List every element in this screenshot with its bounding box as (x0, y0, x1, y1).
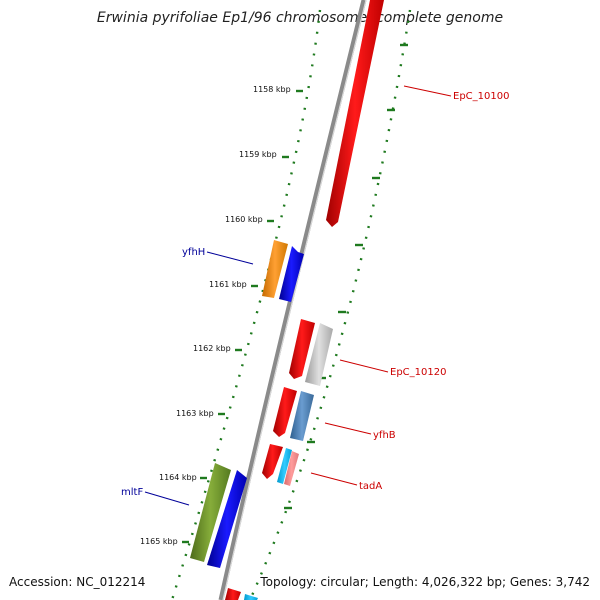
gene-red-bottom[interactable] (225, 588, 241, 600)
gene-label-tadA[interactable]: tadA (359, 481, 382, 492)
gene-red-1164[interactable] (262, 444, 283, 479)
gene-labels: EpC_10100 yfhH EpC_10120 yfhB tadA mltF (121, 91, 509, 498)
kbp-label: 1164 kbp (159, 473, 197, 482)
accession-text: Accession: NC_012214 (9, 575, 146, 589)
gene-label-EpC_10120[interactable]: EpC_10120 (390, 367, 446, 378)
gene-mltF[interactable] (190, 463, 231, 562)
kbp-label: 1158 kbp (253, 85, 291, 94)
callout-lines (144, 85, 452, 506)
gene-label-mltF[interactable]: mltF (121, 487, 143, 498)
gene-yfhB[interactable] (290, 391, 314, 441)
gc-track-outer (248, 9, 412, 600)
gc-track-inner (170, 9, 322, 600)
gene-EpC_10120[interactable] (305, 323, 333, 386)
gene-EpC_10100[interactable] (326, 0, 384, 227)
kbp-label: 1160 kbp (225, 215, 263, 224)
kbp-scale: 1158 kbp 1159 kbp 1160 kbp 1161 kbp 1162… (140, 85, 291, 546)
map-title: Erwinia pyrifoliae Ep1/96 chromosome, co… (96, 10, 504, 26)
gene-tadA-pink[interactable] (284, 451, 299, 486)
gene-cyan-bottom[interactable] (244, 594, 258, 600)
chromosome-backbone-highlight (222, 0, 367, 600)
gene-label-yfhB[interactable]: yfhB (373, 430, 396, 441)
gene-label-yfhH[interactable]: yfhH (182, 247, 205, 258)
kbp-label: 1163 kbp (176, 409, 214, 418)
gene-tadA-cyan[interactable] (277, 448, 292, 484)
gene-yfhH-blue[interactable] (279, 246, 304, 302)
gene-red-1163[interactable] (273, 387, 297, 437)
genome-summary-text: Topology: circular; Length: 4,026,322 bp… (260, 575, 590, 589)
gene-yfhH-orange[interactable] (262, 240, 288, 298)
gene-blue-1165[interactable] (207, 470, 247, 568)
gene-label-EpC_10100[interactable]: EpC_10100 (453, 91, 509, 102)
kbp-label: 1162 kbp (193, 344, 231, 353)
kbp-label: 1161 kbp (209, 280, 247, 289)
kbp-label: 1165 kbp (140, 537, 178, 546)
kbp-label: 1159 kbp (239, 150, 277, 159)
gene-red-1162[interactable] (289, 319, 315, 379)
gc-track-ticks (182, 43, 408, 544)
